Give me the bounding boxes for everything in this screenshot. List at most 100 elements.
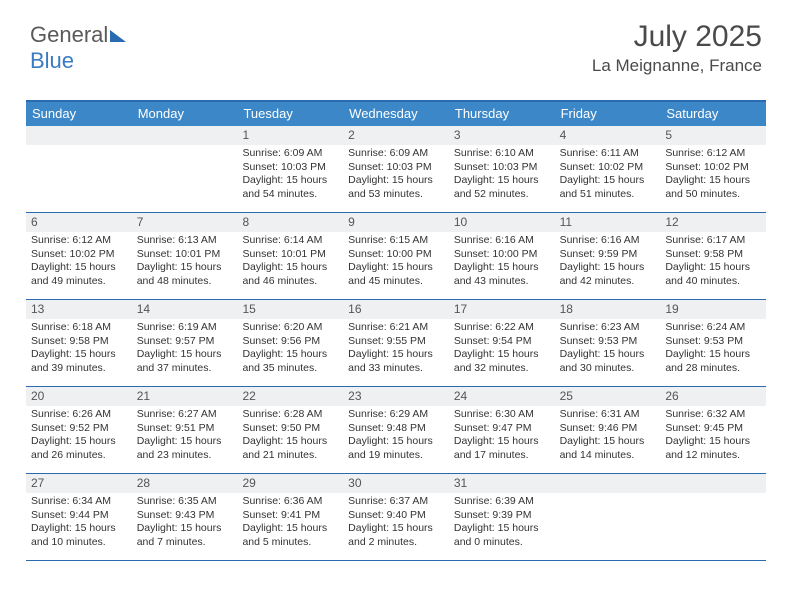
day-body: Sunrise: 6:36 AMSunset: 9:41 PMDaylight:… — [237, 493, 343, 553]
daylight-line: Daylight: 15 hours and 37 minutes. — [137, 348, 233, 375]
sunrise-line: Sunrise: 6:13 AM — [137, 234, 233, 247]
sunset-line: Sunset: 9:48 PM — [348, 422, 444, 435]
day-number: 19 — [660, 300, 766, 319]
sunrise-line: Sunrise: 6:12 AM — [665, 147, 761, 160]
daylight-line: Daylight: 15 hours and 5 minutes. — [242, 522, 338, 549]
day-header: Tuesday — [237, 102, 343, 126]
sunrise-line: Sunrise: 6:36 AM — [242, 495, 338, 508]
day-number: 23 — [343, 387, 449, 406]
day-cell: 7Sunrise: 6:13 AMSunset: 10:01 PMDayligh… — [132, 213, 238, 299]
sunset-line: Sunset: 9:55 PM — [348, 335, 444, 348]
sunset-line: Sunset: 10:02 PM — [560, 161, 656, 174]
sunrise-line: Sunrise: 6:31 AM — [560, 408, 656, 421]
day-number: 3 — [449, 126, 555, 145]
day-body: Sunrise: 6:39 AMSunset: 9:39 PMDaylight:… — [449, 493, 555, 553]
sunrise-line: Sunrise: 6:09 AM — [348, 147, 444, 160]
day-cell: 19Sunrise: 6:24 AMSunset: 9:53 PMDayligh… — [660, 300, 766, 386]
sunrise-line: Sunrise: 6:27 AM — [137, 408, 233, 421]
sunset-line: Sunset: 9:45 PM — [665, 422, 761, 435]
day-body: Sunrise: 6:12 AMSunset: 10:02 PMDaylight… — [660, 145, 766, 205]
day-number: 7 — [132, 213, 238, 232]
sunset-line: Sunset: 9:47 PM — [454, 422, 550, 435]
day-number: 27 — [26, 474, 132, 493]
day-cell: 5Sunrise: 6:12 AMSunset: 10:02 PMDayligh… — [660, 126, 766, 212]
day-cell: 13Sunrise: 6:18 AMSunset: 9:58 PMDayligh… — [26, 300, 132, 386]
daylight-line: Daylight: 15 hours and 0 minutes. — [454, 522, 550, 549]
sunrise-line: Sunrise: 6:30 AM — [454, 408, 550, 421]
daylight-line: Daylight: 15 hours and 43 minutes. — [454, 261, 550, 288]
logo-word1: General — [30, 22, 108, 47]
day-cell: 28Sunrise: 6:35 AMSunset: 9:43 PMDayligh… — [132, 474, 238, 560]
sunset-line: Sunset: 10:00 PM — [348, 248, 444, 261]
day-cell: 4Sunrise: 6:11 AMSunset: 10:02 PMDayligh… — [555, 126, 661, 212]
daylight-line: Daylight: 15 hours and 53 minutes. — [348, 174, 444, 201]
day-number: 5 — [660, 126, 766, 145]
location: La Meignanne, France — [592, 56, 762, 76]
day-cell: 25Sunrise: 6:31 AMSunset: 9:46 PMDayligh… — [555, 387, 661, 473]
sunset-line: Sunset: 10:02 PM — [665, 161, 761, 174]
day-number: 25 — [555, 387, 661, 406]
daylight-line: Daylight: 15 hours and 35 minutes. — [242, 348, 338, 375]
day-body: Sunrise: 6:31 AMSunset: 9:46 PMDaylight:… — [555, 406, 661, 466]
sunrise-line: Sunrise: 6:37 AM — [348, 495, 444, 508]
sunset-line: Sunset: 10:03 PM — [242, 161, 338, 174]
day-number: 11 — [555, 213, 661, 232]
week-row: 13Sunrise: 6:18 AMSunset: 9:58 PMDayligh… — [26, 300, 766, 387]
day-cell: 9Sunrise: 6:15 AMSunset: 10:00 PMDayligh… — [343, 213, 449, 299]
day-cell: 1Sunrise: 6:09 AMSunset: 10:03 PMDayligh… — [237, 126, 343, 212]
daylight-line: Daylight: 15 hours and 50 minutes. — [665, 174, 761, 201]
day-cell: 26Sunrise: 6:32 AMSunset: 9:45 PMDayligh… — [660, 387, 766, 473]
day-number: 10 — [449, 213, 555, 232]
day-number: 17 — [449, 300, 555, 319]
sunset-line: Sunset: 9:58 PM — [665, 248, 761, 261]
daylight-line: Daylight: 15 hours and 17 minutes. — [454, 435, 550, 462]
day-cell: 11Sunrise: 6:16 AMSunset: 9:59 PMDayligh… — [555, 213, 661, 299]
sunset-line: Sunset: 10:03 PM — [348, 161, 444, 174]
day-number: 2 — [343, 126, 449, 145]
day-body: Sunrise: 6:21 AMSunset: 9:55 PMDaylight:… — [343, 319, 449, 379]
day-body: Sunrise: 6:30 AMSunset: 9:47 PMDaylight:… — [449, 406, 555, 466]
day-number: 8 — [237, 213, 343, 232]
day-body: Sunrise: 6:17 AMSunset: 9:58 PMDaylight:… — [660, 232, 766, 292]
daylight-line: Daylight: 15 hours and 45 minutes. — [348, 261, 444, 288]
day-body: Sunrise: 6:16 AMSunset: 10:00 PMDaylight… — [449, 232, 555, 292]
day-number: 4 — [555, 126, 661, 145]
day-cell — [26, 126, 132, 212]
day-number: 26 — [660, 387, 766, 406]
day-cell: 15Sunrise: 6:20 AMSunset: 9:56 PMDayligh… — [237, 300, 343, 386]
daylight-line: Daylight: 15 hours and 2 minutes. — [348, 522, 444, 549]
day-body: Sunrise: 6:12 AMSunset: 10:02 PMDaylight… — [26, 232, 132, 292]
sunset-line: Sunset: 9:52 PM — [31, 422, 127, 435]
week-row: 20Sunrise: 6:26 AMSunset: 9:52 PMDayligh… — [26, 387, 766, 474]
sunrise-line: Sunrise: 6:16 AM — [560, 234, 656, 247]
day-body: Sunrise: 6:09 AMSunset: 10:03 PMDaylight… — [343, 145, 449, 205]
day-body: Sunrise: 6:24 AMSunset: 9:53 PMDaylight:… — [660, 319, 766, 379]
day-number: 30 — [343, 474, 449, 493]
week-row: 1Sunrise: 6:09 AMSunset: 10:03 PMDayligh… — [26, 126, 766, 213]
sunset-line: Sunset: 10:01 PM — [137, 248, 233, 261]
day-number: 16 — [343, 300, 449, 319]
day-number — [660, 474, 766, 493]
sunset-line: Sunset: 9:40 PM — [348, 509, 444, 522]
sunrise-line: Sunrise: 6:19 AM — [137, 321, 233, 334]
sunrise-line: Sunrise: 6:21 AM — [348, 321, 444, 334]
daylight-line: Daylight: 15 hours and 52 minutes. — [454, 174, 550, 201]
day-body: Sunrise: 6:20 AMSunset: 9:56 PMDaylight:… — [237, 319, 343, 379]
day-number — [132, 126, 238, 145]
day-cell: 23Sunrise: 6:29 AMSunset: 9:48 PMDayligh… — [343, 387, 449, 473]
day-cell — [555, 474, 661, 560]
sunset-line: Sunset: 9:56 PM — [242, 335, 338, 348]
day-body: Sunrise: 6:22 AMSunset: 9:54 PMDaylight:… — [449, 319, 555, 379]
day-cell: 30 Sunrise: 6:37 AMSunset: 9:40 PMDayligh… — [343, 474, 449, 560]
day-cell: 17Sunrise: 6:22 AMSunset: 9:54 PMDayligh… — [449, 300, 555, 386]
sunset-line: Sunset: 9:54 PM — [454, 335, 550, 348]
month-title: July 2025 — [592, 20, 762, 54]
daylight-line: Daylight: 15 hours and 30 minutes. — [560, 348, 656, 375]
sunrise-line: Sunrise: 6:17 AM — [665, 234, 761, 247]
daylight-line: Daylight: 15 hours and 21 minutes. — [242, 435, 338, 462]
sunset-line: Sunset: 9:58 PM — [31, 335, 127, 348]
day-body: Sunrise: 6:16 AMSunset: 9:59 PMDaylight:… — [555, 232, 661, 292]
day-header: Friday — [555, 102, 661, 126]
sunset-line: Sunset: 9:44 PM — [31, 509, 127, 522]
day-body: Sunrise: 6:26 AMSunset: 9:52 PMDaylight:… — [26, 406, 132, 466]
